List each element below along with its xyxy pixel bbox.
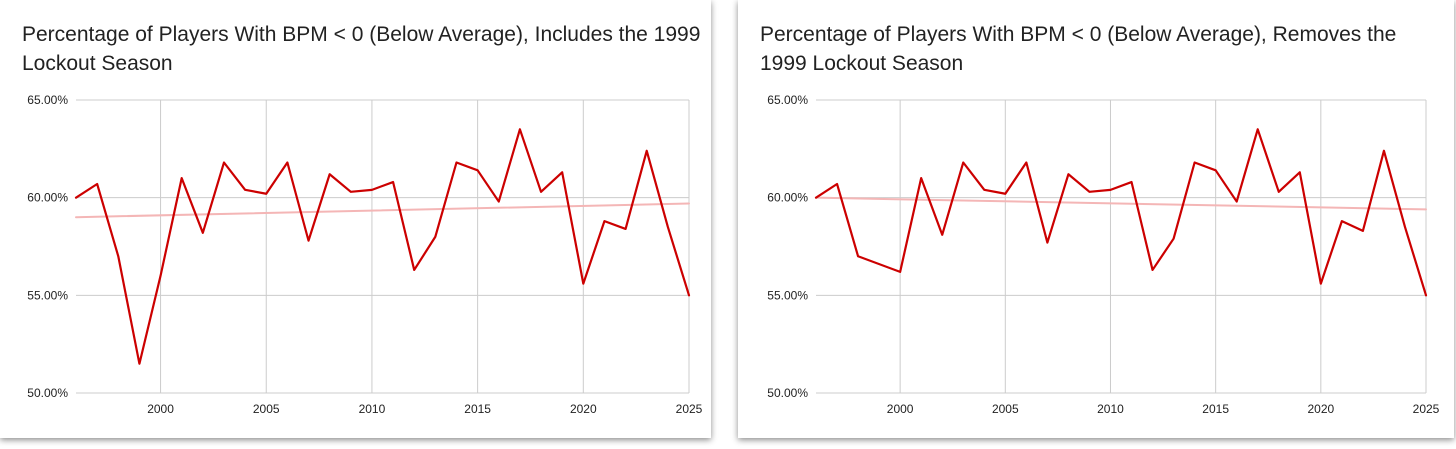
y-tick-label: 60.00% <box>767 191 808 205</box>
series-line <box>74 128 691 365</box>
chart-title: Percentage of Players With BPM < 0 (Belo… <box>760 23 1397 75</box>
y-tick-label: 65.00% <box>27 93 68 107</box>
line-chart-includes-1999: 50.00% 55.00% 60.00% 65.00% 2000 2005 2010 2015… <box>27 93 703 416</box>
x-tick-label: 2015 <box>1202 402 1229 416</box>
y-tick-label: 50.00% <box>767 386 808 400</box>
x-tick-label: 2005 <box>253 402 280 416</box>
trendline <box>815 196 1427 211</box>
y-tick-label: 50.00% <box>27 386 68 400</box>
y-tick-label: 55.00% <box>27 288 68 302</box>
x-tick-label: 2020 <box>570 402 597 416</box>
y-tick-label: 60.00% <box>27 191 68 205</box>
x-tick-label: 2020 <box>1307 402 1334 416</box>
x-tick-label: 2015 <box>464 402 491 416</box>
x-tick-label: 2010 <box>359 402 386 416</box>
x-tick-label: 2000 <box>147 402 174 416</box>
x-tick-label: 2025 <box>676 402 703 416</box>
line-chart-removes-1999: 50.00% 55.00% 60.00% 65.00% 2000 2005 2010 2015… <box>767 93 1440 416</box>
series-line <box>814 128 1428 297</box>
y-tick-label: 55.00% <box>767 288 808 302</box>
chart-title: Percentage of Players With BPM < 0 (Belo… <box>22 23 701 75</box>
y-tick-label: 65.00% <box>767 93 808 107</box>
trendline <box>75 202 690 219</box>
x-tick-label: 2010 <box>1097 402 1124 416</box>
x-tick-label: 2025 <box>1413 402 1440 416</box>
x-tick-label: 2000 <box>887 402 914 416</box>
chart-panel-includes-1999: Percentage of Players With BPM < 0 (Belo… <box>0 0 711 438</box>
x-tick-label: 2005 <box>992 402 1019 416</box>
chart-panel-removes-1999: Percentage of Players With BPM < 0 (Belo… <box>738 0 1454 438</box>
